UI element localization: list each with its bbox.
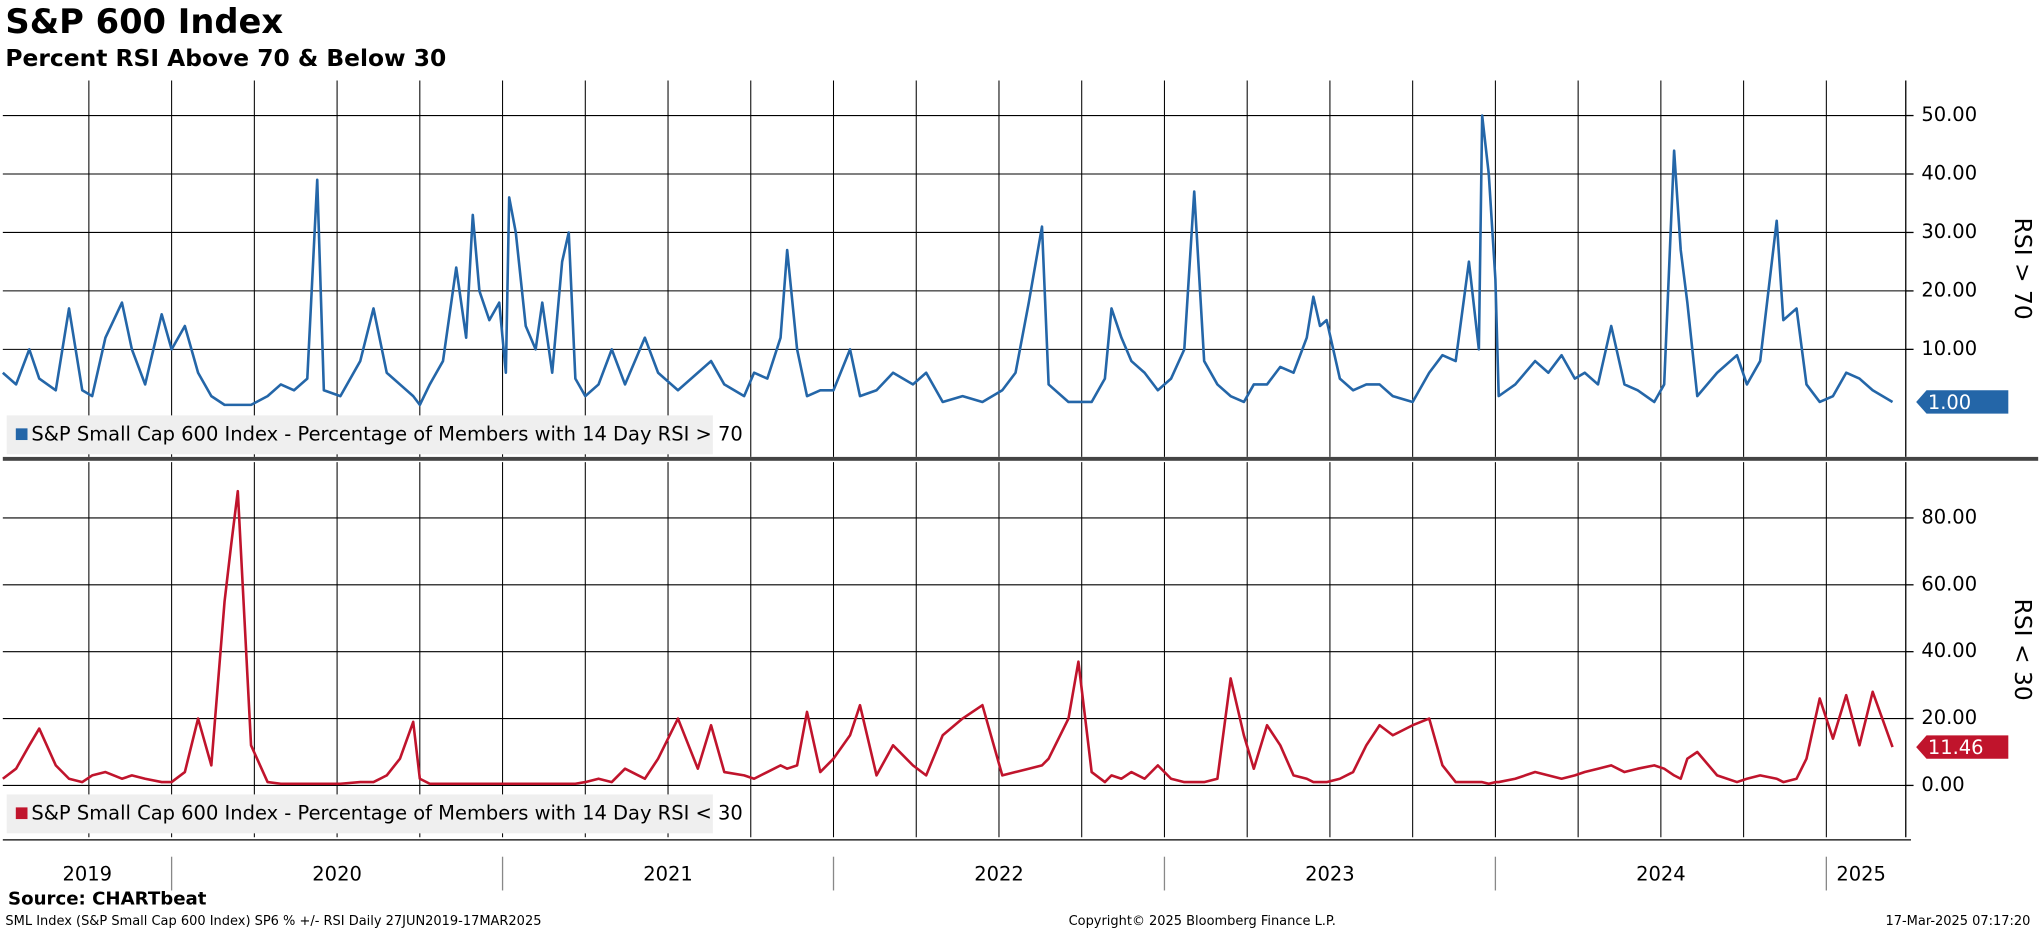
y-tick-label: 10.00 (1921, 337, 1977, 360)
legend-label: S&P Small Cap 600 Index - Percentage of … (31, 801, 742, 824)
y-tick-label: 20.00 (1921, 706, 1977, 729)
x-tick-label: 2024 (1636, 862, 1686, 885)
panel-separator (2, 456, 2039, 461)
legend-box (6, 794, 713, 834)
legend-box (6, 415, 713, 455)
y-tick-label: 40.00 (1921, 162, 1977, 185)
y-tick-label: 50.00 (1921, 103, 1977, 126)
line-series (1, 114, 1894, 407)
y-axis-label: RSI > 70 (2009, 218, 2037, 320)
legend-label: S&P Small Cap 600 Index - Percentage of … (31, 422, 742, 445)
source: Source: CHARTbeat (8, 889, 207, 910)
last-value-label: 11.46 (1928, 736, 1984, 759)
last-value-badge (1916, 390, 2009, 414)
legend-swatch (15, 807, 28, 820)
last-value-badge (1916, 735, 2009, 759)
y-tick-label: 80.00 (1921, 505, 1977, 528)
x-tick-label: 2019 (62, 862, 112, 885)
footer-center: Copyright© 2025 Bloomberg Finance L.P. (1069, 914, 1336, 929)
x-tick-label: 2022 (974, 862, 1024, 885)
x-tick-label: 2021 (643, 862, 693, 885)
x-tick-label: 2020 (312, 862, 362, 885)
y-tick-label: 20.00 (1921, 278, 1977, 301)
y-tick-label: 30.00 (1921, 220, 1977, 243)
footer-left: SML Index (S&P Small Cap 600 Index) SP6 … (5, 914, 541, 929)
legend-swatch (15, 428, 28, 441)
x-tick-label: 2025 (1836, 862, 1886, 885)
y-tick-label: 40.00 (1921, 639, 1977, 662)
line-series (2, 489, 1894, 786)
y-tick-label: 60.00 (1921, 572, 1977, 595)
chart-subtitle: Percent RSI Above 70 & Below 30 (5, 44, 446, 72)
y-tick-label: 0.00 (1921, 773, 1964, 796)
chart-title: S&P 600 Index (5, 2, 283, 41)
x-tick-label: 2023 (1305, 862, 1355, 885)
last-value-label: 1.00 (1928, 391, 1971, 414)
y-axis-label: RSI < 30 (2009, 599, 2037, 701)
footer-right: 17-Mar-2025 07:17:20 (1886, 914, 2031, 929)
